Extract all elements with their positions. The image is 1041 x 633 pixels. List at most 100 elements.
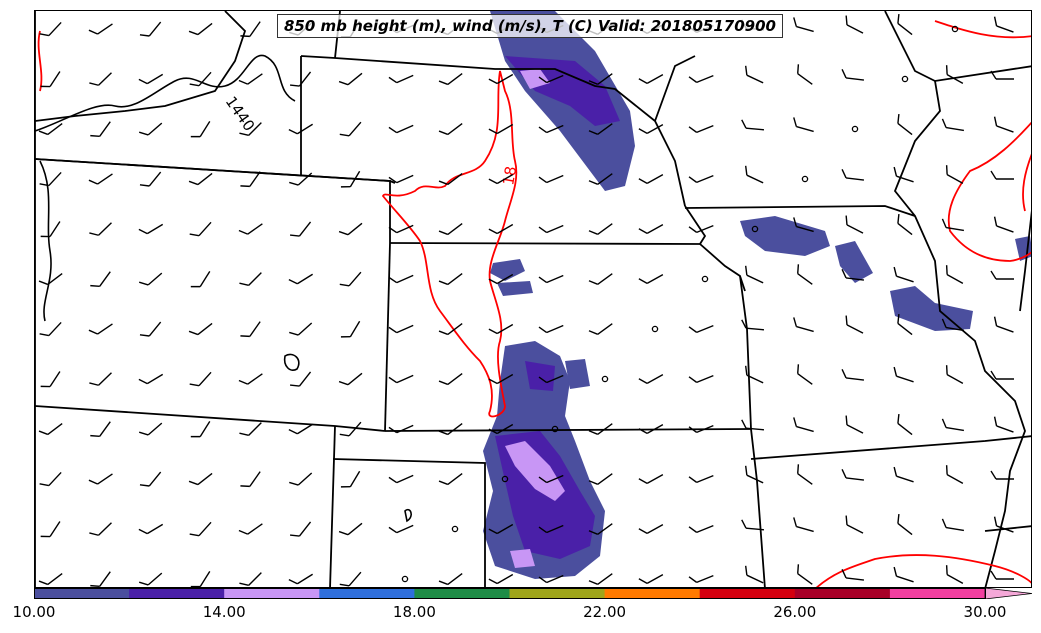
wind-barb-flag bbox=[688, 376, 698, 383]
wind-barb-shaft bbox=[597, 573, 613, 585]
wind-barb-shaft bbox=[298, 371, 312, 387]
wind-barb-shaft bbox=[946, 526, 964, 532]
wind-barb-shaft bbox=[796, 25, 814, 33]
wind-barb bbox=[39, 321, 62, 337]
colorbar-tick-label: 30.00 bbox=[963, 603, 1007, 621]
wind-barb bbox=[993, 416, 1014, 433]
wind-barb-flag bbox=[188, 480, 199, 486]
wind-barb-flag bbox=[88, 29, 98, 35]
wind-barb bbox=[39, 471, 62, 487]
wind-barb-shaft bbox=[796, 125, 814, 133]
calm-wind-marker bbox=[401, 575, 409, 583]
wind-barb-flag bbox=[841, 369, 847, 379]
colorbar-segment bbox=[699, 588, 796, 599]
wind-barb-flag bbox=[741, 319, 747, 329]
wind-barb-shaft bbox=[996, 525, 1014, 533]
wind-barb-flag bbox=[488, 328, 498, 335]
wind-barb bbox=[841, 469, 865, 481]
wind-barb-shaft bbox=[147, 122, 163, 136]
map-panel: 1440 18 bbox=[34, 10, 1032, 588]
wind-barb-shaft bbox=[597, 523, 613, 535]
wind-barb-flag bbox=[339, 133, 350, 137]
wind-barb-shaft bbox=[49, 71, 61, 87]
shade-missouri-a bbox=[740, 216, 830, 256]
wind-barb bbox=[388, 124, 414, 134]
wind-barb-flag bbox=[438, 380, 449, 386]
wind-barb-shaft bbox=[745, 527, 765, 531]
wind-barb-shaft bbox=[248, 422, 262, 436]
wind-barb-flag bbox=[388, 426, 398, 434]
wind-barb-flag bbox=[688, 426, 698, 433]
wind-barb-flag bbox=[240, 485, 250, 488]
wind-barb-flag bbox=[190, 435, 201, 438]
wind-barb-flag bbox=[638, 428, 648, 434]
wind-barb bbox=[793, 517, 814, 533]
wind-barb-shaft bbox=[496, 223, 514, 235]
wind-barb-shaft bbox=[896, 175, 914, 183]
wind-barb-shaft bbox=[746, 474, 764, 484]
wind-barb-flag bbox=[744, 165, 748, 176]
wind-barb-flag bbox=[638, 478, 648, 484]
wind-barb bbox=[238, 73, 263, 85]
wind-barb bbox=[438, 423, 463, 436]
wind-barb bbox=[138, 373, 164, 385]
wind-barb-flag bbox=[488, 78, 498, 85]
wind-barb-shaft bbox=[896, 275, 914, 283]
wind-barb bbox=[388, 374, 414, 384]
wind-barb-shaft bbox=[946, 126, 964, 132]
border-ne-north bbox=[300, 55, 686, 207]
wind-barb bbox=[993, 316, 1014, 333]
wind-barb bbox=[945, 465, 964, 484]
wind-barb-flag bbox=[488, 528, 498, 535]
wind-barb bbox=[638, 174, 664, 184]
wind-barb-shaft bbox=[348, 421, 362, 437]
wind-barb bbox=[638, 74, 664, 84]
wind-barb-flag bbox=[588, 430, 598, 435]
wind-barb bbox=[438, 73, 463, 86]
wind-barb bbox=[338, 222, 363, 236]
wind-barb-shaft bbox=[597, 223, 613, 235]
wind-barb bbox=[638, 274, 664, 284]
wind-barb-flag bbox=[688, 526, 698, 533]
wind-barb bbox=[945, 265, 964, 284]
wind-barb-shaft bbox=[298, 221, 312, 237]
wind-barb bbox=[841, 269, 865, 281]
wind-barb-flag bbox=[945, 165, 948, 175]
wind-barb-flag bbox=[388, 176, 398, 184]
wind-barb bbox=[239, 572, 262, 587]
wind-barb-shaft bbox=[447, 373, 463, 385]
wind-barb-shaft bbox=[796, 225, 814, 233]
wind-barb bbox=[339, 121, 362, 137]
wind-barb bbox=[688, 574, 714, 584]
wind-barb bbox=[438, 223, 463, 236]
wind-barb-flag bbox=[240, 35, 250, 38]
wind-barb-shaft bbox=[496, 73, 514, 85]
wind-barb-flag bbox=[744, 465, 748, 476]
wind-barb-shaft bbox=[148, 21, 162, 37]
wind-barb-flag bbox=[897, 414, 900, 424]
colorbar-segment bbox=[889, 588, 986, 599]
wind-barb-shaft bbox=[198, 521, 212, 537]
wind-barb bbox=[793, 17, 814, 33]
wind-barb bbox=[538, 574, 564, 584]
wind-barb-flag bbox=[290, 384, 300, 387]
wind-barb-shaft bbox=[247, 73, 263, 85]
wind-barb-shaft bbox=[496, 523, 514, 535]
wind-barb-flag bbox=[238, 79, 248, 85]
wind-barb-shaft bbox=[597, 323, 613, 335]
wind-barb-flag bbox=[638, 378, 648, 384]
wind-barb bbox=[744, 565, 764, 584]
wind-barb-flag bbox=[188, 330, 199, 336]
wind-barb bbox=[38, 273, 63, 286]
wind-barb-shaft bbox=[396, 74, 414, 84]
wind-barb bbox=[793, 217, 814, 233]
wind-barb bbox=[240, 471, 261, 488]
wind-barb-flag bbox=[588, 580, 598, 585]
wind-barb-shaft bbox=[199, 120, 211, 138]
temp-contour-il bbox=[947, 121, 1031, 262]
wind-barb bbox=[339, 271, 362, 287]
wind-barb bbox=[238, 523, 263, 535]
wind-barb-flag bbox=[90, 134, 100, 137]
shade-south-lavender-2 bbox=[510, 549, 535, 568]
wind-barb-shaft bbox=[298, 71, 312, 87]
